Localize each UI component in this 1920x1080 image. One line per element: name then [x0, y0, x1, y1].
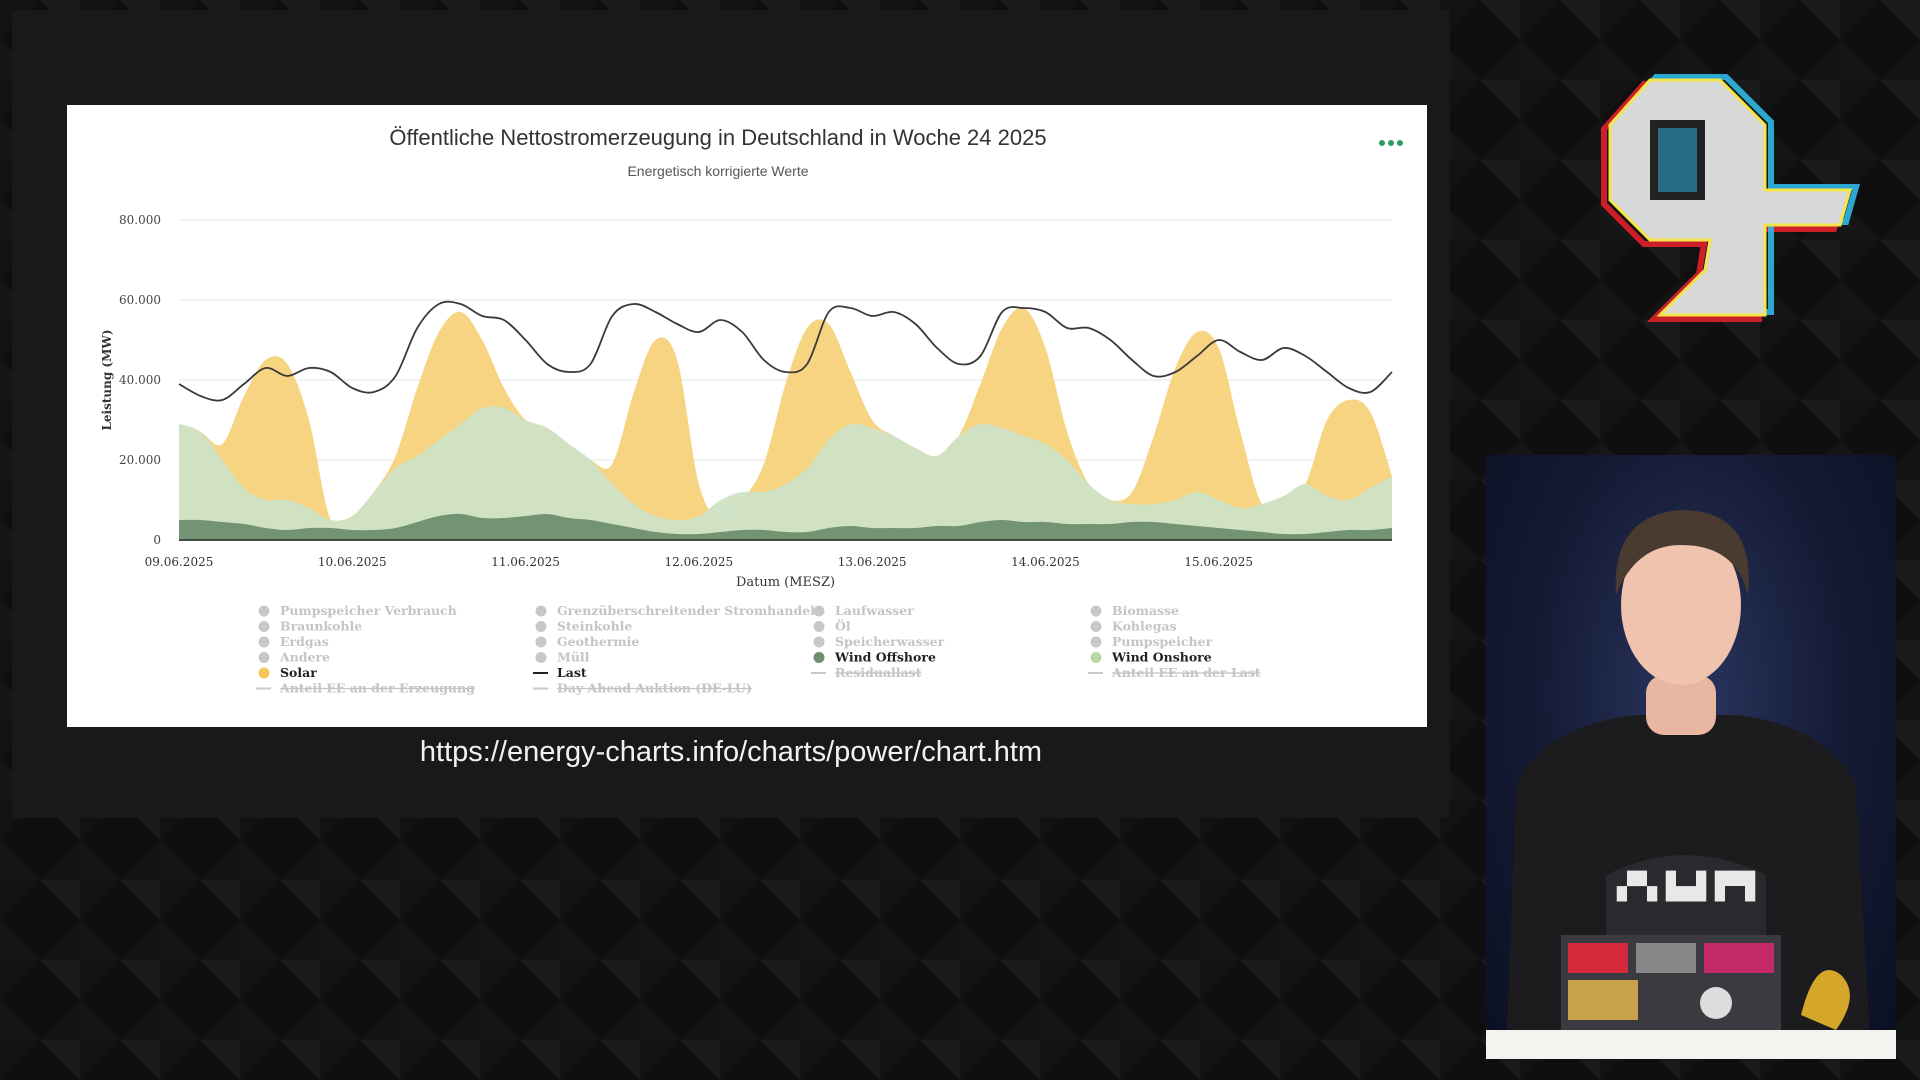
- chart-plot: 0 20.000 40.000 60.000 80.000 Leistung (MW) 09…: [100, 213, 1393, 696]
- legend-label: Speicherwasser: [835, 634, 945, 649]
- legend-marker: [535, 652, 547, 663]
- legend-marker: [258, 621, 270, 632]
- y-axis-label: Leistung (MW): [100, 329, 114, 430]
- svg-text:▞▚ ▙▟ ▛▜: ▞▚ ▙▟ ▛▜: [1616, 870, 1756, 902]
- legend-marker: [258, 652, 270, 663]
- y-tick-label: 40.000: [119, 373, 161, 387]
- chart-menu-button[interactable]: [1377, 135, 1405, 151]
- legend-label: Laufwasser: [835, 603, 914, 618]
- legend-label: Wind Offshore: [834, 650, 936, 665]
- x-tick-label: 11.06.2025: [491, 555, 560, 569]
- legend-label: Biomasse: [1112, 603, 1179, 618]
- legend-marker: [535, 605, 547, 617]
- legend-label: Anteil EE an der Last: [1111, 665, 1261, 680]
- y-tick-label: 80.000: [119, 213, 161, 227]
- legend-marker: [535, 636, 547, 648]
- legend-label: Öl: [835, 618, 851, 634]
- legend-label: Day Ahead Auktion (DE-LU): [557, 681, 752, 696]
- legend-marker: [1090, 652, 1102, 663]
- legend-label: Steinkohle: [557, 619, 632, 634]
- legend-marker: [535, 621, 547, 632]
- presentation-slide: Öffentliche Nettostromerzeugung in Deuts…: [12, 10, 1450, 818]
- legend-label: Wind Onshore: [1111, 650, 1212, 665]
- url-caption: https://energy-charts.info/charts/power/…: [419, 736, 1043, 768]
- x-tick-label: 14.06.2025: [1011, 555, 1080, 569]
- y-tick-label: 20.000: [119, 453, 161, 467]
- legend-label: Braunkohle: [280, 619, 362, 634]
- legend-marker: [1090, 636, 1102, 648]
- legend-marker: [813, 652, 825, 663]
- chart-subtitle: Energetisch korrigierte Werte: [627, 163, 809, 179]
- speaker-camera-feed: ▞▚ ▙▟ ▛▜: [1486, 455, 1896, 1059]
- legend-label: Andere: [279, 650, 330, 665]
- legend-label: Pumpspeicher Verbrauch: [280, 603, 457, 618]
- legend-label: Last: [557, 665, 587, 680]
- x-tick-label: 13.06.2025: [838, 555, 907, 569]
- x-tick-label: 15.06.2025: [1184, 555, 1253, 569]
- legend-marker: [813, 636, 825, 648]
- y-tick-label: 0: [153, 533, 161, 547]
- event-logo-icon: [1601, 74, 1860, 322]
- x-tick-label: 12.06.2025: [664, 555, 733, 569]
- legend-label: Erdgas: [280, 634, 329, 649]
- chart-card: Öffentliche Nettostromerzeugung in Deuts…: [67, 105, 1427, 727]
- area-wind-onshore: [179, 406, 1392, 540]
- x-tick-label: 10.06.2025: [318, 555, 387, 569]
- x-axis-label: Datum (MESZ): [736, 575, 835, 590]
- legend-label: Geothermie: [557, 634, 639, 649]
- legend-marker: [1090, 605, 1102, 617]
- legend-marker: [258, 605, 270, 617]
- more-dots-icon: [1379, 140, 1385, 146]
- legend-label: Solar: [280, 665, 317, 680]
- legend-marker: [813, 621, 825, 632]
- legend-label: Grenzüberschreitender Stromhandel: [557, 603, 815, 618]
- area-wind-offshore: [179, 513, 1392, 540]
- y-tick-label: 60.000: [119, 293, 161, 307]
- chart-title: Öffentliche Nettostromerzeugung in Deuts…: [389, 125, 1047, 150]
- legend-marker: [1090, 621, 1102, 632]
- legend-label: Residuallast: [835, 665, 922, 680]
- legend-marker: [258, 667, 270, 679]
- x-tick-label: 09.06.2025: [145, 555, 214, 569]
- legend-label: Anteil EE an der Erzeugung: [279, 681, 475, 696]
- legend-marker: [258, 636, 270, 648]
- line-last: [178, 300, 1393, 402]
- legend-label: Pumpspeicher: [1112, 634, 1213, 649]
- legend-marker: [813, 605, 825, 617]
- legend-label: Kohlegas: [1112, 619, 1177, 634]
- legend-label: Müll: [557, 650, 590, 665]
